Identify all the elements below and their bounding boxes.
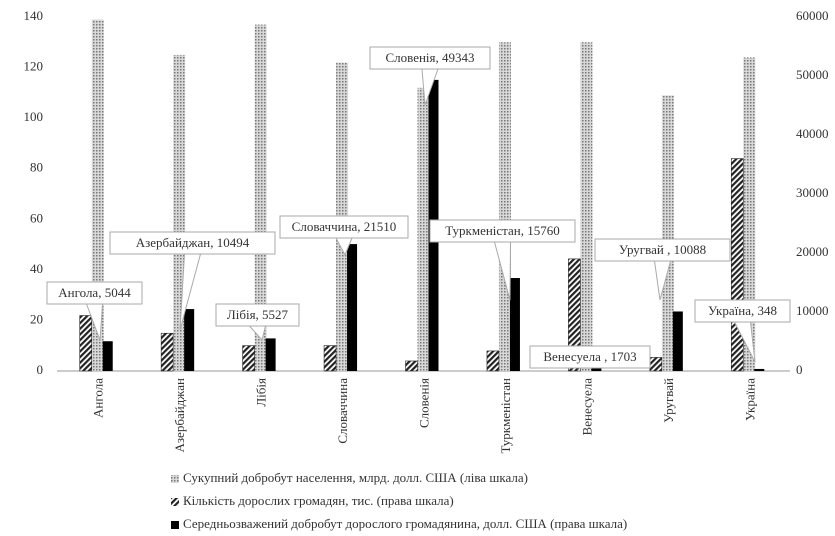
y-tick-label: 20 xyxy=(30,311,43,326)
data-label: Лібія, 5527 xyxy=(227,307,289,322)
y-tick-label: 100 xyxy=(24,109,44,124)
callout-box xyxy=(279,215,409,239)
y2-tick-label: 40000 xyxy=(796,126,829,141)
bar xyxy=(184,309,195,371)
bar xyxy=(754,368,765,371)
x-tick-label: Словаччина xyxy=(335,378,350,444)
bar xyxy=(160,332,174,372)
bar xyxy=(498,42,511,372)
bar xyxy=(649,357,663,372)
legend-swatch xyxy=(171,521,179,529)
legend-label: Сукупний добробут населення, млрд. долл.… xyxy=(183,470,528,485)
y2-tick-label: 30000 xyxy=(796,185,829,200)
y2-tick-label: 60000 xyxy=(796,8,829,23)
data-label: Україна, 348 xyxy=(708,303,777,318)
callout-box xyxy=(46,281,143,305)
callout xyxy=(494,241,511,301)
callout xyxy=(734,321,756,363)
callout-box xyxy=(215,303,300,327)
legend-label: Середньозважений добробут дорослого гром… xyxy=(183,516,627,531)
bar xyxy=(730,158,744,372)
callout-box xyxy=(109,231,276,255)
data-label: Уругвай , 10088 xyxy=(619,242,706,257)
data-label: Венесуела , 1703 xyxy=(543,349,636,364)
bar xyxy=(486,350,500,372)
bar xyxy=(661,95,674,371)
legend-swatch xyxy=(171,498,179,506)
callout-box xyxy=(694,299,791,323)
y-tick-label: 120 xyxy=(24,59,44,74)
y-tick-label: 0 xyxy=(37,362,44,377)
legend-swatch xyxy=(171,475,179,483)
bar xyxy=(102,341,113,371)
x-tick-label: Ангола xyxy=(91,378,106,418)
callout xyxy=(86,303,103,341)
bar xyxy=(265,338,276,371)
callout xyxy=(335,237,353,257)
bar xyxy=(323,345,337,372)
x-tick-label: Лібія xyxy=(254,378,269,407)
bar xyxy=(173,54,186,372)
data-label: Словаччина, 21510 xyxy=(292,219,397,234)
x-tick-label: Азербайджан xyxy=(172,378,187,453)
bar xyxy=(672,311,683,371)
callout xyxy=(179,253,201,331)
y-tick-label: 140 xyxy=(24,8,44,23)
bar xyxy=(242,345,255,372)
legend-label: Кількість дорослих громадян, тис. (права… xyxy=(183,493,454,508)
bar xyxy=(417,87,430,372)
bar xyxy=(79,315,93,372)
x-tick-label: Уругвай xyxy=(661,378,676,423)
callout-box xyxy=(429,219,576,243)
bar xyxy=(509,278,520,371)
x-tick-label: Венесуела xyxy=(579,378,594,436)
callout-box xyxy=(529,345,651,369)
bar xyxy=(568,258,581,372)
y-tick-label: 60 xyxy=(30,210,43,225)
callout xyxy=(654,260,671,301)
data-label: Словенія, 49343 xyxy=(385,50,474,65)
data-label: Ангола, 5044 xyxy=(58,285,131,300)
y2-tick-label: 20000 xyxy=(796,244,829,259)
bar xyxy=(405,360,418,372)
data-label: Туркменістан, 15760 xyxy=(445,223,560,238)
bar xyxy=(743,57,756,371)
y-tick-label: 80 xyxy=(30,160,43,175)
x-tick-label: Словенія xyxy=(416,378,431,428)
callout-box xyxy=(594,238,731,262)
data-label: Азербайджан, 10494 xyxy=(136,235,250,250)
callout xyxy=(249,325,266,342)
y2-tick-label: 50000 xyxy=(796,67,829,82)
bar xyxy=(580,42,593,372)
callout-box xyxy=(369,46,491,70)
bar xyxy=(254,24,267,371)
x-tick-label: Туркменістан xyxy=(498,378,513,454)
y2-tick-label: 0 xyxy=(796,362,803,377)
y-tick-label: 40 xyxy=(30,261,43,276)
callout xyxy=(421,68,439,106)
x-tick-label: Україна xyxy=(742,378,757,421)
bar xyxy=(347,244,358,371)
y2-tick-label: 10000 xyxy=(796,303,829,318)
